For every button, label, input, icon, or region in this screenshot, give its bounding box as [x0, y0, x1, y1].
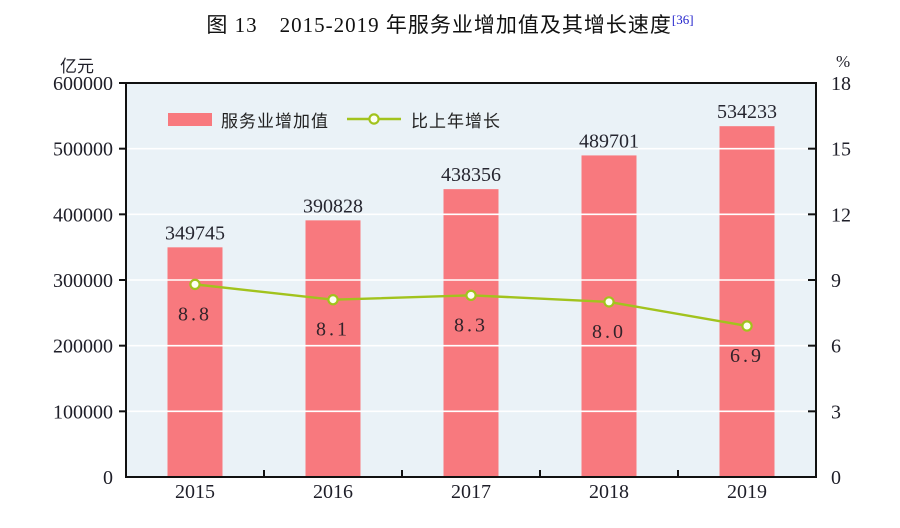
- bar-value-label-2015: 349745: [165, 222, 225, 244]
- right-axis-tick-label: 0: [831, 467, 841, 489]
- x-axis-label-2019: 2019: [727, 481, 767, 503]
- right-axis-tick-label: 12: [831, 204, 851, 226]
- left-axis-tick-label: 400000: [53, 204, 113, 226]
- growth-label-2018: 8.0: [592, 321, 626, 343]
- legend-bar-swatch: [168, 112, 212, 126]
- right-axis-tick-label: 3: [831, 401, 841, 423]
- right-axis-tick-label: 18: [831, 73, 851, 95]
- bar-2016: [305, 220, 361, 478]
- x-axis-label-2017: 2017: [451, 481, 491, 503]
- right-axis-tick-label: 9: [831, 270, 841, 292]
- bar-2017: [443, 189, 499, 477]
- left-axis-tick-label: 300000: [53, 270, 113, 292]
- bar-value-label-2016: 390828: [303, 195, 363, 217]
- line-marker-2017: [465, 289, 477, 302]
- left-axis-tick-label: 600000: [53, 73, 113, 95]
- legend-line-marker-icon: [347, 113, 401, 125]
- figure-number: 图 13: [206, 13, 258, 37]
- bar-value-label-2019: 534233: [717, 101, 777, 123]
- left-axis-tick-label: 100000: [53, 401, 113, 423]
- left-axis-unit: 亿元: [60, 57, 94, 76]
- legend: 服务业增加值 比上年增长: [168, 106, 501, 132]
- line-marker-2018: [603, 296, 615, 308]
- growth-label-2019: 6.9: [730, 345, 764, 367]
- x-axis-label-2018: 2018: [589, 481, 629, 503]
- legend-line-label: 比上年增长: [411, 111, 501, 131]
- footnote-link[interactable]: [36]: [671, 12, 694, 27]
- bar-2018: [581, 155, 637, 477]
- right-axis-tick-label: 6: [831, 336, 841, 358]
- x-axis-label-2015: 2015: [175, 481, 215, 503]
- line-marker-2015: [189, 278, 201, 291]
- x-axis-label-2016: 2016: [313, 481, 353, 503]
- figure-title-text: 2015-2019 年服务业增加值及其增长速度: [279, 13, 672, 37]
- growth-label-2016: 8.1: [316, 319, 350, 341]
- legend-bar-label: 服务业增加值: [221, 111, 329, 131]
- line-marker-2016: [327, 294, 339, 306]
- left-axis-tick-label: 0: [103, 467, 113, 489]
- left-axis-tick-label: 200000: [53, 336, 113, 358]
- growth-label-2015: 8.8: [178, 303, 212, 325]
- bar-value-label-2018: 489701: [579, 130, 639, 152]
- right-axis-unit: %: [836, 52, 851, 71]
- bar-2019: [719, 126, 775, 477]
- left-axis-tick-label: 500000: [53, 139, 113, 161]
- line-marker-2019: [741, 320, 753, 332]
- bar-value-label-2017: 438356: [441, 164, 501, 186]
- right-axis-tick-label: 15: [831, 139, 851, 161]
- figure-title: 图 13 2015-2019 年服务业增加值及其增长速度[36]: [0, 9, 900, 39]
- growth-label-2017: 8.3: [454, 314, 488, 336]
